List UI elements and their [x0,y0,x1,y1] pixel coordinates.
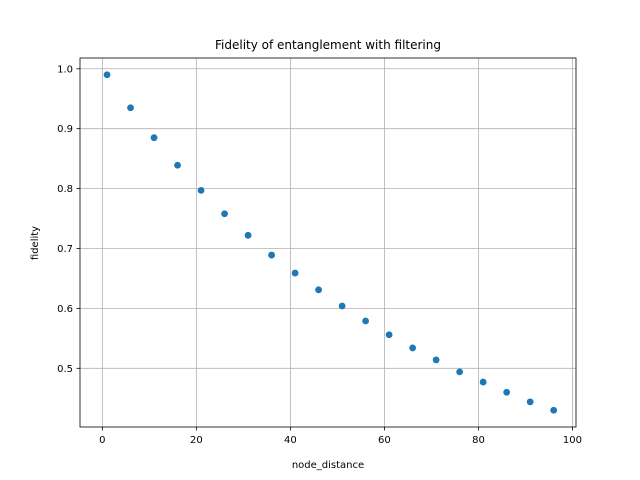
data-point [456,368,464,376]
data-point [197,186,205,194]
data-point [362,317,370,325]
data-point [268,251,275,259]
y-tick-label: 0.6 [57,304,73,315]
data-point [221,210,228,218]
x-tick-label: 0 [99,435,105,446]
data-points [103,71,558,414]
data-point [291,269,299,277]
data-point [127,104,134,112]
data-point [385,331,393,339]
y-axis-label: fidelity [30,226,41,260]
data-point [409,344,417,352]
y-tick-label: 0.8 [57,184,73,195]
y-tick-label: 0.5 [57,364,73,375]
x-tick-label: 80 [472,435,485,446]
y-tick-label: 0.9 [57,124,73,135]
y-tick-label: 0.7 [57,244,73,255]
x-tick-label: 60 [378,435,391,446]
y-tick-label: 1.0 [57,64,73,75]
data-point [432,356,440,364]
data-point [150,134,158,142]
x-axis-ticks: 0 20 40 60 80 100 [99,427,582,446]
data-point [479,378,487,386]
x-tick-label: 20 [190,435,203,446]
data-point [550,406,558,414]
data-point [244,231,252,239]
chart-title: Fidelity of entanglement with filtering [215,38,441,52]
data-point [338,302,346,310]
x-tick-label: 40 [284,435,297,446]
x-tick-label: 100 [563,435,582,446]
data-point [315,286,322,294]
data-point [503,388,511,396]
y-axis-ticks: 0.5 0.6 0.7 0.8 0.9 1.0 [57,64,80,375]
grid [80,58,576,427]
x-axis-label: node_distance [292,460,364,471]
plot-frame [79,57,577,428]
data-point [103,71,111,79]
data-point [526,398,534,406]
data-point [174,161,181,169]
